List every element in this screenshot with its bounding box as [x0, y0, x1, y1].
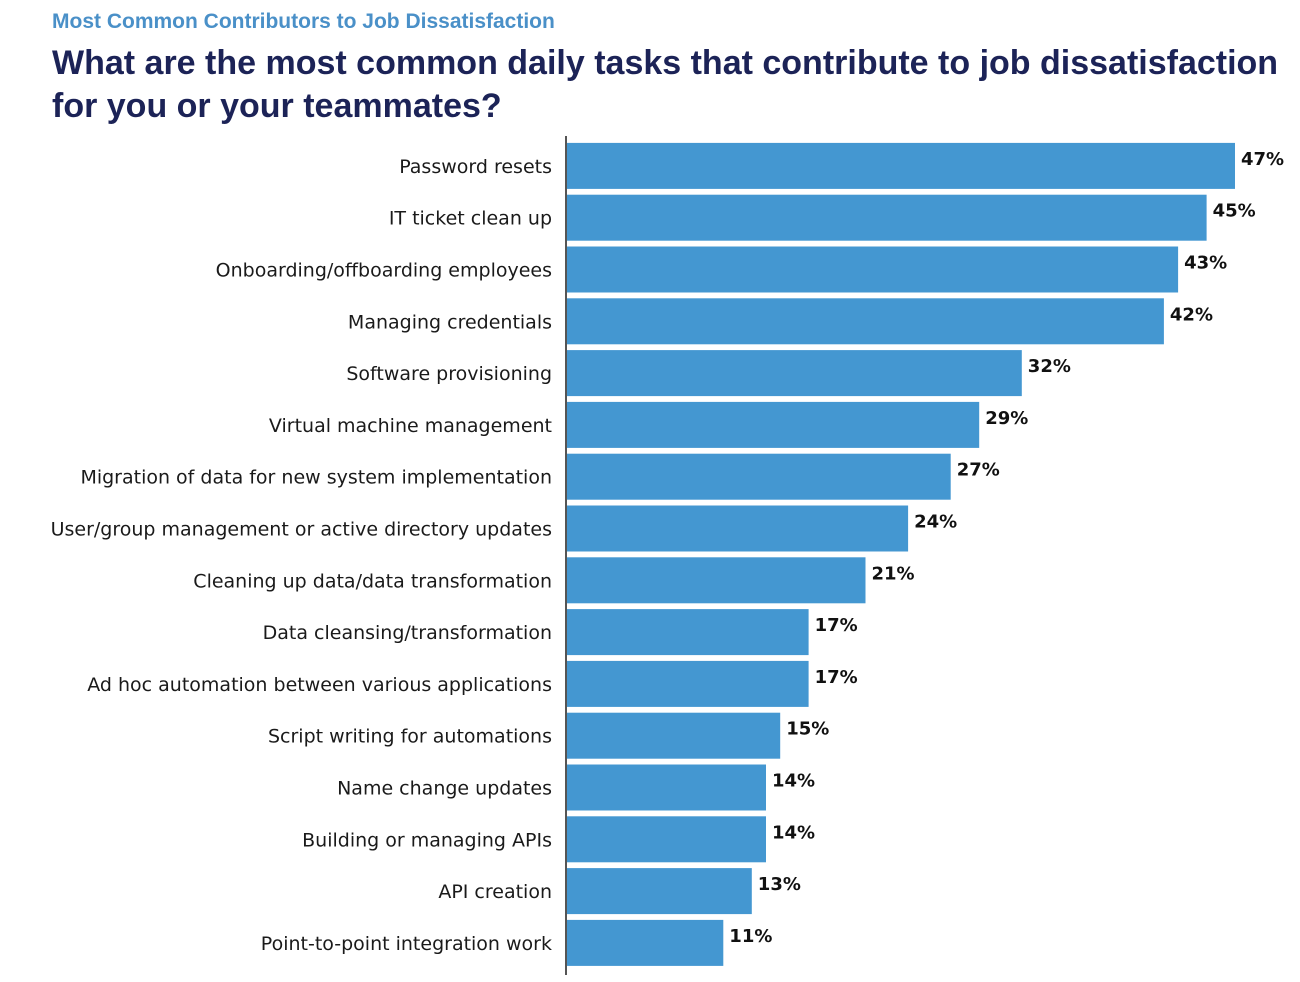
category-label: Virtual machine management: [269, 415, 552, 437]
value-label: 21%: [872, 563, 915, 584]
category-label: Migration of data for new system impleme…: [80, 467, 552, 489]
value-label: 24%: [914, 512, 957, 533]
value-label: 17%: [815, 667, 858, 688]
category-label: Point-to-point integration work: [261, 933, 552, 955]
bar: [567, 401, 980, 448]
chart-title: What are the most common daily tasks tha…: [52, 44, 1279, 125]
category-labels-group: Password resets IT ticket clean up Onboard…: [51, 156, 552, 955]
value-label: 15%: [786, 719, 829, 740]
bar: [567, 194, 1207, 241]
category-label: User/group management or active director…: [51, 519, 552, 541]
value-label: 11%: [729, 926, 772, 947]
bar: [567, 453, 951, 500]
bar: [567, 350, 1022, 397]
bar: [567, 557, 866, 604]
bar: [567, 868, 752, 915]
value-label: 47%: [1241, 149, 1284, 170]
value-label: 45%: [1213, 201, 1256, 222]
value-labels-group: 47% 45% 43% 42% 32% 29% 27% 24% 21% 17% 17% 15% 14% 1…: [729, 149, 1284, 947]
category-label: API creation: [438, 881, 552, 903]
value-label: 14%: [772, 771, 815, 792]
category-label: Software provisioning: [346, 363, 552, 385]
chart-subtitle: Most Common Contributors to Job Dissatis…: [52, 10, 555, 33]
bar: [567, 816, 766, 863]
value-label: 42%: [1170, 304, 1213, 325]
bar: [567, 298, 1164, 345]
bar: [567, 142, 1235, 189]
value-label: 27%: [957, 460, 1000, 481]
category-label: Building or managing APIs: [302, 829, 552, 851]
bar: [567, 246, 1179, 293]
value-label: 32%: [1028, 356, 1071, 377]
bar: [567, 712, 781, 759]
bar: [567, 919, 724, 966]
bars-group: [567, 142, 1235, 966]
value-label: 13%: [758, 874, 801, 895]
category-label: Data cleansing/transformation: [263, 622, 552, 644]
bar: [567, 660, 809, 707]
value-label: 14%: [772, 822, 815, 843]
category-label: Onboarding/offboarding employees: [216, 260, 552, 282]
category-label: Name change updates: [337, 778, 552, 800]
category-label: Managing credentials: [348, 311, 552, 333]
bar: [567, 609, 809, 656]
value-label: 17%: [815, 615, 858, 636]
value-label: 43%: [1184, 253, 1227, 274]
bar: [567, 505, 909, 552]
bar: [567, 764, 766, 811]
value-label: 29%: [985, 408, 1028, 429]
category-label: IT ticket clean up: [389, 208, 552, 230]
category-label: Ad hoc automation between various applic…: [87, 674, 552, 696]
category-label: Script writing for automations: [268, 726, 552, 748]
category-label: Password resets: [399, 156, 552, 178]
category-label: Cleaning up data/data transformation: [193, 570, 552, 592]
